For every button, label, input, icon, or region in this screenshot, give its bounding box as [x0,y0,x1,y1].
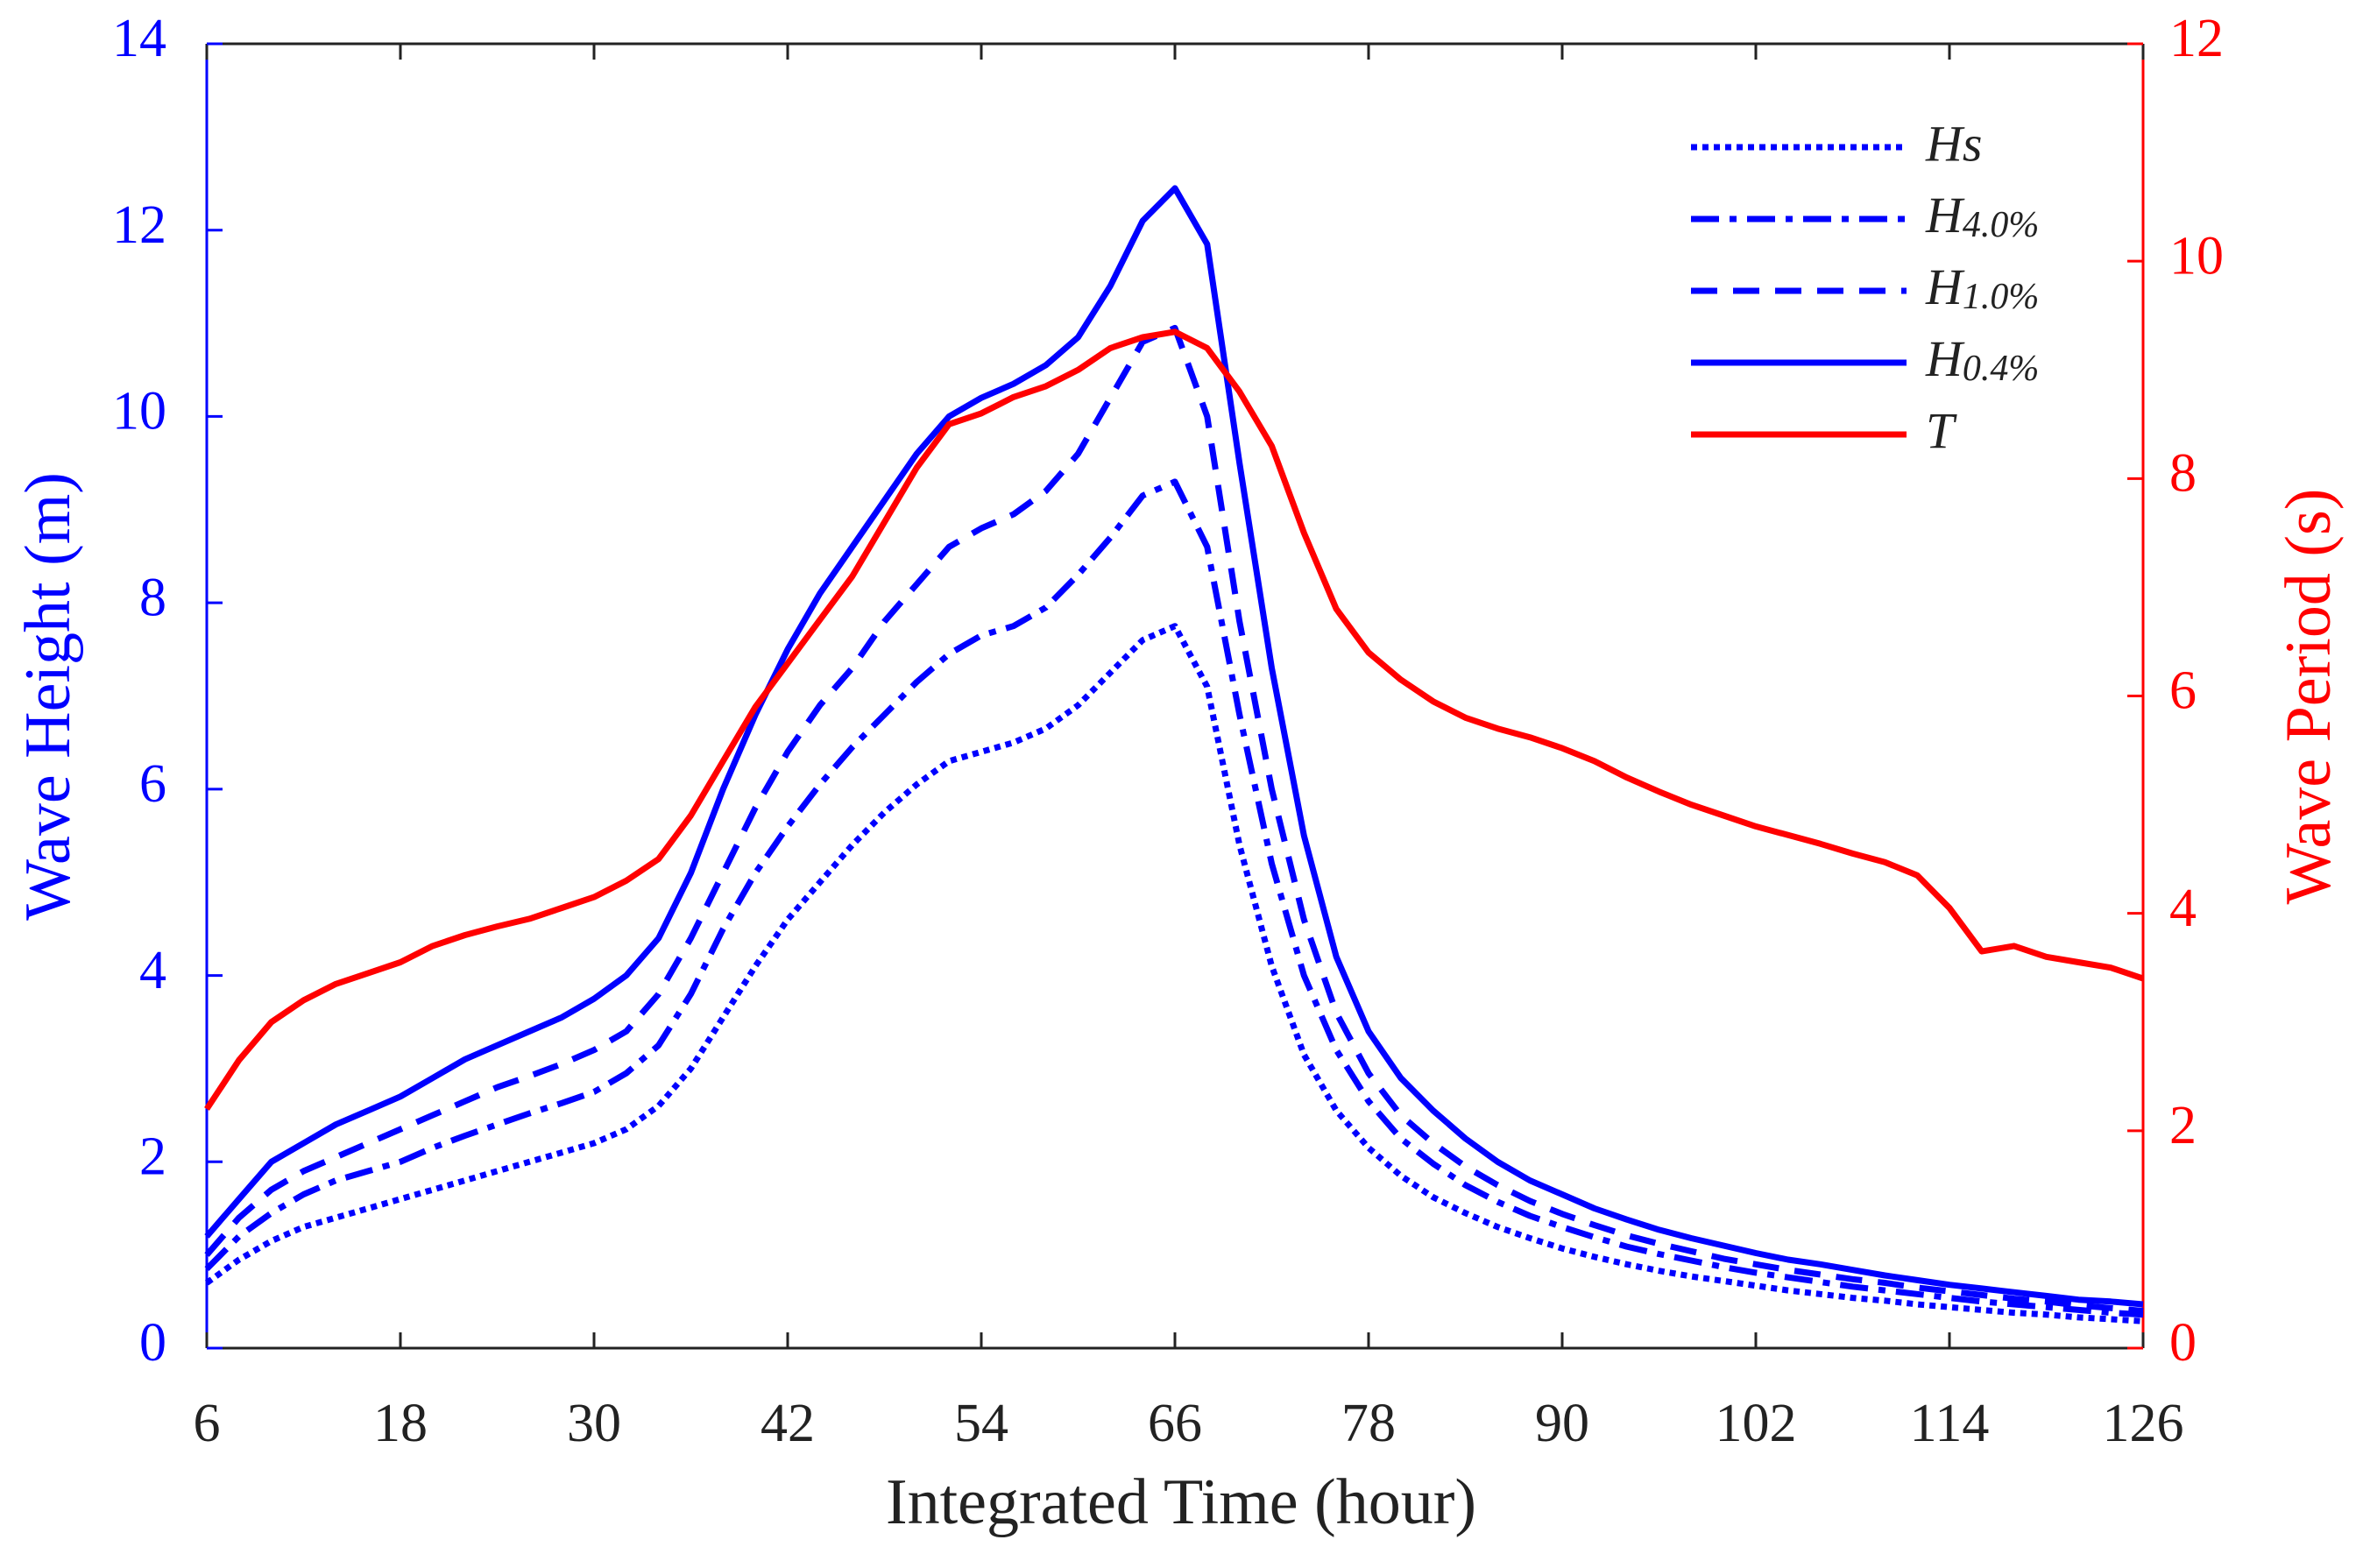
y2-tick-label: 8 [2169,444,2197,504]
legend-label: T [1926,402,1957,459]
x-tick-label: 18 [373,1394,428,1453]
y-tick-label: 10 [112,382,166,441]
y-tick-label: 4 [139,941,166,1000]
x-axis-title: Integrated Time (hour) [886,1466,1476,1538]
x-tick-label: 66 [1148,1394,1202,1453]
series-line [204,324,2144,1314]
x-tick-label: 102 [1716,1394,1797,1453]
legend-label: H4.0% [1925,187,2039,244]
x-tick-label: 42 [761,1394,815,1453]
y-tick-label: 8 [139,568,166,627]
y-tick-label: 0 [139,1313,166,1373]
series-line [204,478,2144,1318]
x-tick-label: 6 [194,1394,221,1453]
x-tick-label: 78 [1341,1394,1396,1453]
legend-label: Hs [1925,115,1982,172]
x-tick-label: 54 [954,1394,1008,1453]
legend-label: H1.0% [1925,258,2039,316]
y2-tick-label: 2 [2169,1096,2197,1155]
y-tick-label: 12 [112,195,166,255]
legend-label: H0.4% [1925,330,2039,388]
y-axis-title: Wave Height (m) [12,472,84,921]
x-tick-label: 126 [2103,1394,2184,1453]
y2-tick-label: 0 [2169,1313,2197,1373]
x-tick-label: 90 [1535,1394,1589,1453]
y-tick-label: 6 [139,754,166,814]
x-tick-label: 114 [1910,1394,1990,1453]
y2-axis-title: Wave Period (s) [2273,489,2345,905]
series-line [204,185,2144,1308]
y-tick-label: 2 [139,1127,166,1187]
y2-tick-label: 6 [2169,661,2197,721]
series-line [204,328,2145,1111]
x-tick-label: 30 [567,1394,621,1453]
series-line [204,623,2144,1324]
y-tick-label: 14 [112,9,166,68]
y2-tick-label: 4 [2169,879,2197,938]
y2-tick-label: 10 [2169,226,2224,286]
y2-tick-label: 12 [2169,9,2224,68]
